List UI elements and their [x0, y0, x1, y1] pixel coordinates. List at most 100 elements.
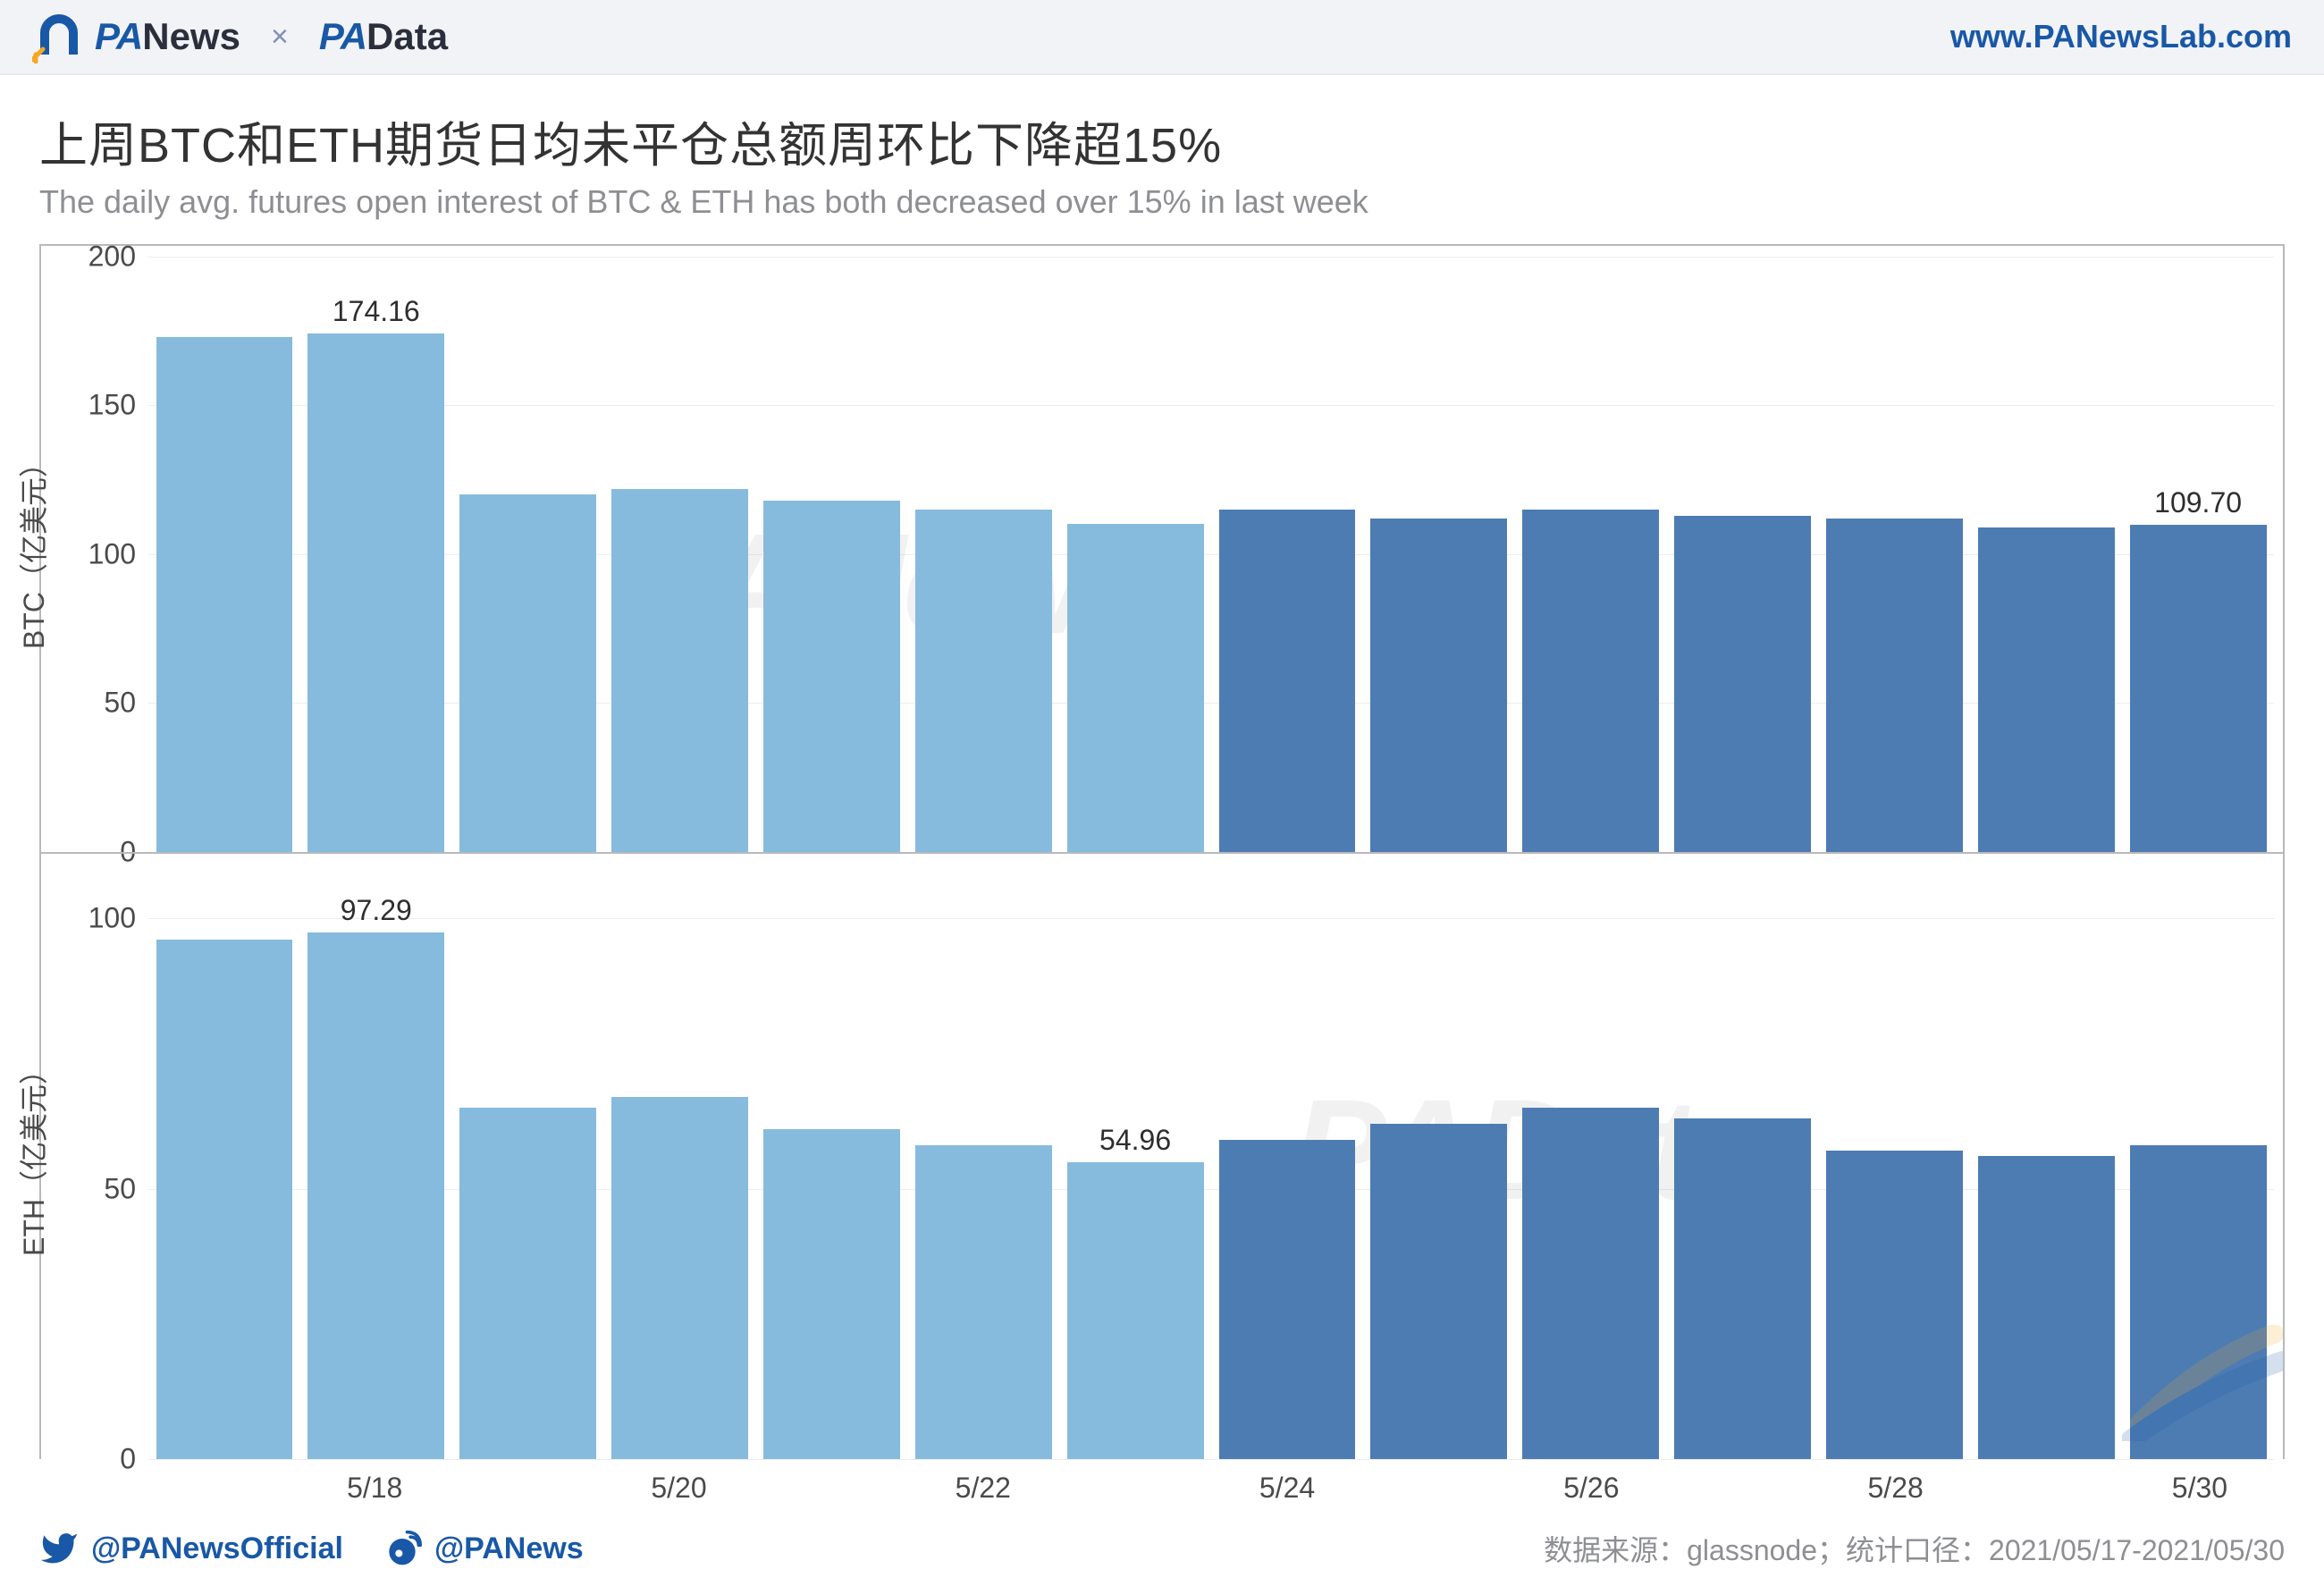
bar-slot: [1818, 865, 1970, 1460]
footer-bar: @PANewsOfficial @PANews 数据来源：glassnode；统…: [0, 1514, 2324, 1586]
bar-value-label: 97.29: [341, 894, 412, 927]
brand-block: PANews × PAData: [32, 10, 448, 63]
bar: [1370, 519, 1507, 852]
y-tick-label: 50: [104, 1172, 136, 1205]
y-tick-label: 0: [120, 1443, 136, 1476]
bar: [1067, 1162, 1204, 1460]
bar: [611, 1097, 748, 1459]
bar-slot: [907, 865, 1059, 1460]
bar: [1826, 519, 1963, 852]
bar-slot: [755, 257, 907, 852]
bar-value-label: 174.16: [333, 295, 420, 328]
y-tick-label: 200: [88, 240, 136, 274]
bar: [1370, 1124, 1507, 1459]
bar: [307, 932, 444, 1459]
y-tick-label: 50: [104, 687, 136, 720]
x-axis: 5/18 5/20 5/22 5/24 5/26 5/28 5/30: [147, 1459, 2276, 1514]
brand-separator: ×: [271, 20, 289, 55]
weibo-handle: @PANews: [434, 1531, 584, 1566]
x-tick-label: 5/30: [2172, 1472, 2227, 1505]
bar-slot: [1059, 257, 1211, 852]
bar-slot: [907, 257, 1059, 852]
bar: [763, 501, 900, 852]
brand-text-2: PAData: [319, 15, 448, 58]
x-tick-label: 5/28: [1868, 1472, 1924, 1505]
bar-slot: [1363, 865, 1515, 1460]
bar: [915, 1145, 1052, 1459]
bar-slot: [452, 865, 604, 1460]
x-tick-label: 5/26: [1563, 1472, 1619, 1505]
chart-area: BTC（亿美元） 050100150200 PANews 174.16109.7…: [39, 244, 2285, 1514]
bar-slot: [755, 865, 907, 1460]
bar-value-label: 54.96: [1099, 1124, 1171, 1157]
bar: [1826, 1151, 1963, 1459]
bar-slot: [1515, 257, 1667, 852]
y-tick-label: 100: [88, 902, 136, 935]
bar: [1674, 516, 1811, 852]
x-tick-label: 5/24: [1259, 1472, 1315, 1505]
twitter-link[interactable]: @PANewsOfficial: [39, 1529, 343, 1568]
header-bar: PANews × PAData www.PANewsLab.com: [0, 0, 2324, 75]
weibo-link[interactable]: @PANews: [383, 1529, 584, 1568]
twitter-icon: [39, 1529, 79, 1568]
bar-slot: 109.70: [2122, 257, 2274, 852]
x-tick-label: 5/20: [651, 1472, 706, 1505]
title-zh: 上周BTC和ETH期货日均未平仓总额周环比下降超15%: [39, 105, 2285, 176]
bar-slot: 97.29: [300, 865, 452, 1460]
bar: [459, 1108, 596, 1459]
bar: [1978, 527, 2115, 852]
eth-y-label: ETH（亿美元）: [12, 1056, 53, 1256]
bar-slot: [2122, 865, 2274, 1460]
bar-slot: [1667, 865, 1819, 1460]
bar: [915, 510, 1052, 852]
eth-panel: ETH（亿美元） 050100 PAData 97.2954.96: [39, 852, 2285, 1460]
twitter-handle: @PANewsOfficial: [91, 1531, 343, 1566]
x-tick-label: 5/22: [956, 1472, 1011, 1505]
bar: [156, 337, 293, 852]
bar-slot: [1970, 865, 2122, 1460]
bar-value-label: 109.70: [2154, 486, 2242, 519]
bar: [611, 489, 748, 852]
arch-logo-icon: [32, 10, 86, 63]
bar: [1219, 510, 1356, 852]
bar: [1978, 1156, 2115, 1459]
bar: [2130, 525, 2267, 851]
bar: [1674, 1118, 1811, 1459]
bar-slot: [1211, 257, 1363, 852]
bar-slot: [1211, 865, 1363, 1460]
bar: [459, 494, 596, 851]
bar: [1522, 510, 1659, 852]
bar-slot: [148, 865, 300, 1460]
title-en: The daily avg. futures open interest of …: [39, 183, 2285, 221]
brand-text-1: PANews: [95, 15, 240, 58]
bar-slot: 174.16: [300, 257, 452, 852]
bar-slot: [452, 257, 604, 852]
bar: [307, 333, 444, 852]
y-tick-label: 150: [88, 389, 136, 422]
btc-panel: BTC（亿美元） 050100150200 PANews 174.16109.7…: [39, 244, 2285, 852]
x-tick-label: 5/18: [347, 1472, 402, 1505]
brand-logo-pane: PANews: [32, 10, 240, 63]
btc-y-label: BTC（亿美元）: [12, 449, 53, 649]
data-source-text: 数据来源：glassnode；统计口径：2021/05/17-2021/05/3…: [1544, 1528, 2285, 1569]
weibo-icon: [383, 1529, 422, 1568]
bar-slot: [1363, 257, 1515, 852]
bar: [763, 1129, 900, 1459]
bar: [1067, 524, 1204, 851]
bar: [1219, 1140, 1356, 1459]
bar-slot: 54.96: [1059, 865, 1211, 1460]
bar-slot: [1818, 257, 1970, 852]
bar-slot: [604, 257, 756, 852]
bar-slot: [1515, 865, 1667, 1460]
bar: [2130, 1145, 2267, 1459]
bar-slot: [148, 257, 300, 852]
bar-slot: [1667, 257, 1819, 852]
social-links: @PANewsOfficial @PANews: [39, 1529, 584, 1568]
bar-slot: [604, 865, 756, 1460]
y-tick-label: 100: [88, 537, 136, 570]
bar: [1522, 1108, 1659, 1459]
bar: [156, 940, 293, 1459]
site-url-link[interactable]: www.PANewsLab.com: [1950, 18, 2292, 55]
title-block: 上周BTC和ETH期货日均未平仓总额周环比下降超15% The daily av…: [0, 75, 2324, 244]
bar-slot: [1970, 257, 2122, 852]
